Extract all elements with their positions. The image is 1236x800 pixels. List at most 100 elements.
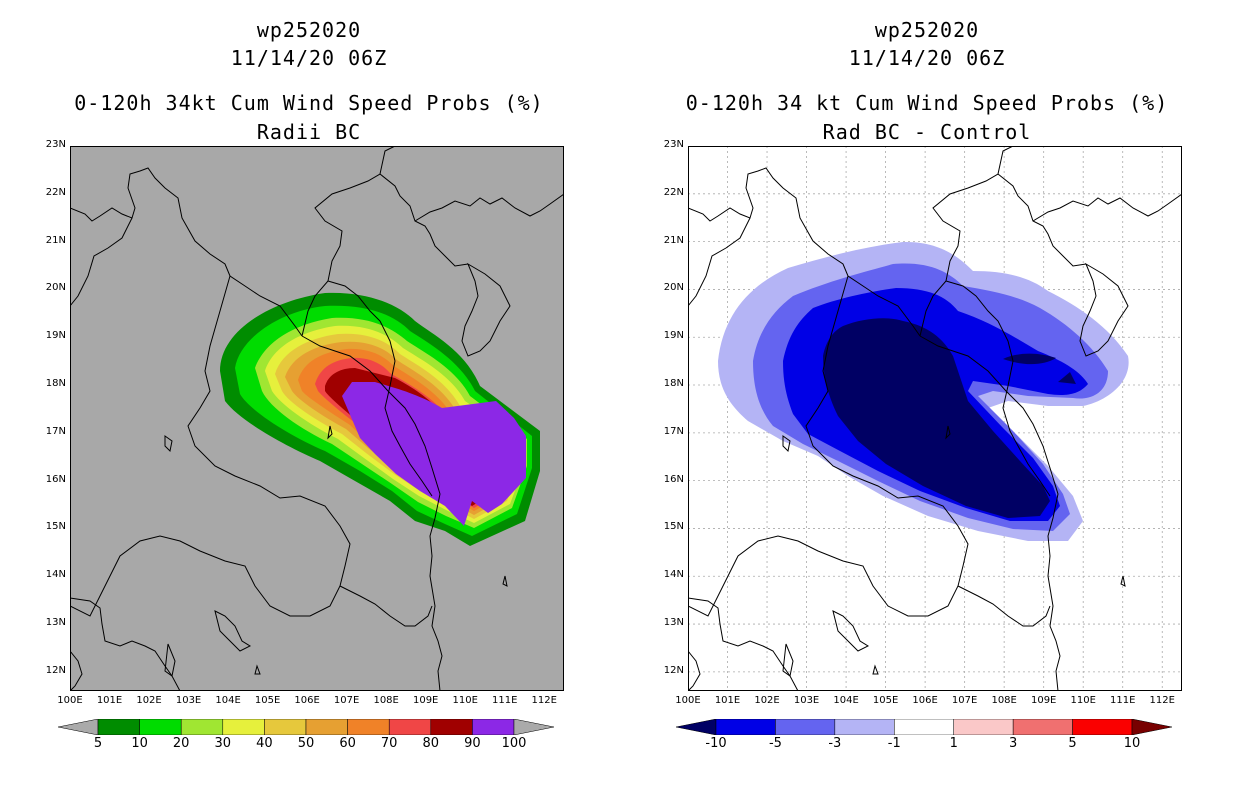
x-tick-label: 106E <box>912 695 938 706</box>
right-map <box>688 146 1182 691</box>
x-tick-label: 100E <box>675 695 701 706</box>
right-title-date: 11/14/20 06Z <box>848 46 1006 70</box>
colorbar-segment <box>894 719 954 735</box>
right-diff-field <box>718 241 1129 541</box>
colorbar-label: -3 <box>828 736 842 751</box>
colorbar-segment <box>472 719 515 735</box>
x-tick-label: 110E <box>452 695 478 706</box>
colorbar-segment <box>775 719 836 735</box>
x-tick-label: 108E <box>373 695 399 706</box>
colorbar-segment <box>264 719 307 735</box>
right-panel: wp252020 11/14/20 06Z 0-120h 34 kt Cum W… <box>618 0 1236 800</box>
colorbar-segment <box>834 719 895 735</box>
x-tick-label: 103E <box>793 695 820 706</box>
y-tick-label: 21N <box>663 234 684 246</box>
colorbar-label: 3 <box>1009 736 1018 751</box>
colorbar-label: -10 <box>705 736 727 751</box>
colorbar-label: 20 <box>172 736 190 751</box>
colorbar-label: 60 <box>339 736 356 751</box>
right-coastlines <box>688 146 1182 691</box>
y-tick-label: 15N <box>663 521 684 533</box>
colorbar-label: 5 <box>1068 736 1077 751</box>
y-tick-label: 23N <box>45 139 66 150</box>
left-panel: wp252020 11/14/20 06Z 0-120h 34kt Cum Wi… <box>45 18 564 751</box>
left-title-date: 11/14/20 06Z <box>230 46 388 70</box>
y-tick-label: 20N <box>45 282 66 294</box>
x-tick-label: 110E <box>1070 695 1096 706</box>
colorbar-segment <box>430 719 473 735</box>
left-colorbar <box>58 719 554 735</box>
colorbar-segment <box>388 719 432 735</box>
colorbar-segment <box>97 719 140 735</box>
y-tick-label: 16N <box>663 473 684 485</box>
colorbar-label: -1 <box>887 736 901 751</box>
x-tick-label: 107E <box>951 695 978 706</box>
x-tick-label: 111E <box>1110 695 1136 706</box>
right-title-product: 0-120h 34 kt Cum Wind Speed Probs (%) <box>685 91 1169 115</box>
right-map-frame <box>688 146 1182 691</box>
x-tick-label: 112E <box>1149 695 1175 706</box>
right-title-storm: wp252020 <box>874 18 980 42</box>
y-tick-label: 22N <box>45 186 66 198</box>
x-tick-label: 105E <box>254 695 281 706</box>
diff-lt-minus10-b <box>1003 353 1056 365</box>
x-tick-label: 106E <box>294 695 320 706</box>
colorbar-right-cap <box>513 719 554 735</box>
colorbar-segment <box>715 719 776 735</box>
y-tick-label: 12N <box>45 664 66 676</box>
colorbar-left-cap <box>58 719 99 735</box>
colorbar-label: 100 <box>501 736 527 751</box>
y-tick-label: 19N <box>663 330 684 342</box>
left-coastlines <box>70 146 564 691</box>
right-grid <box>688 146 1182 691</box>
colorbar-segment <box>180 719 224 735</box>
x-tick-label: 104E <box>833 695 859 706</box>
x-tick-label: 108E <box>991 695 1017 706</box>
y-tick-label: 13N <box>45 617 66 629</box>
y-tick-label: 18N <box>45 378 66 390</box>
colorbar-label: 40 <box>256 736 273 751</box>
diff-lt-minus10-c <box>1058 372 1076 384</box>
colorbar-label: 80 <box>422 736 440 751</box>
colorbar-label: 10 <box>1123 736 1141 751</box>
y-tick-label: 20N <box>663 282 684 294</box>
colorbar-label: 10 <box>131 736 148 751</box>
y-tick-label: 14N <box>45 569 66 581</box>
colorbar-segment <box>1012 719 1073 735</box>
colorbar-left-cap <box>676 719 717 735</box>
y-tick-label: 18N <box>663 378 684 390</box>
x-tick-label: 105E <box>872 695 899 706</box>
x-tick-label: 109E <box>1030 695 1057 706</box>
y-tick-label: 19N <box>45 330 66 342</box>
x-tick-label: 102E <box>136 695 162 706</box>
x-tick-label: 111E <box>492 695 518 706</box>
right-title-variant: Rad BC - Control <box>822 120 1032 144</box>
x-tick-label: 100E <box>57 695 83 706</box>
x-tick-label: 107E <box>333 695 360 706</box>
y-tick-label: 17N <box>45 425 66 437</box>
colorbar-segment <box>305 719 348 735</box>
y-tick-label: 16N <box>45 473 66 485</box>
colorbar-segment <box>347 719 390 735</box>
y-tick-label: 12N <box>663 664 684 676</box>
y-tick-label: 14N <box>663 569 684 581</box>
y-tick-label: 21N <box>45 234 66 246</box>
x-tick-label: 101E <box>96 695 123 706</box>
colorbar-label: -5 <box>768 736 782 751</box>
colorbar-segment <box>139 719 182 735</box>
colorbar-label: 5 <box>93 736 103 751</box>
colorbar-label: 30 <box>214 736 232 751</box>
x-tick-label: 103E <box>175 695 202 706</box>
x-tick-label: 104E <box>215 695 241 706</box>
colorbar-segment <box>1072 719 1133 735</box>
left-title-storm: wp252020 <box>256 18 362 42</box>
right-colorbar <box>676 719 1172 735</box>
x-tick-label: 102E <box>754 695 780 706</box>
colorbar-segment <box>222 719 265 735</box>
left-title-product: 0-120h 34kt Cum Wind Speed Probs (%) <box>74 91 544 115</box>
diff-lt-minus10 <box>823 318 1050 518</box>
x-tick-label: 112E <box>531 695 557 706</box>
left-map <box>70 146 564 691</box>
x-tick-label: 101E <box>714 695 741 706</box>
y-tick-label: 23N <box>663 139 684 150</box>
